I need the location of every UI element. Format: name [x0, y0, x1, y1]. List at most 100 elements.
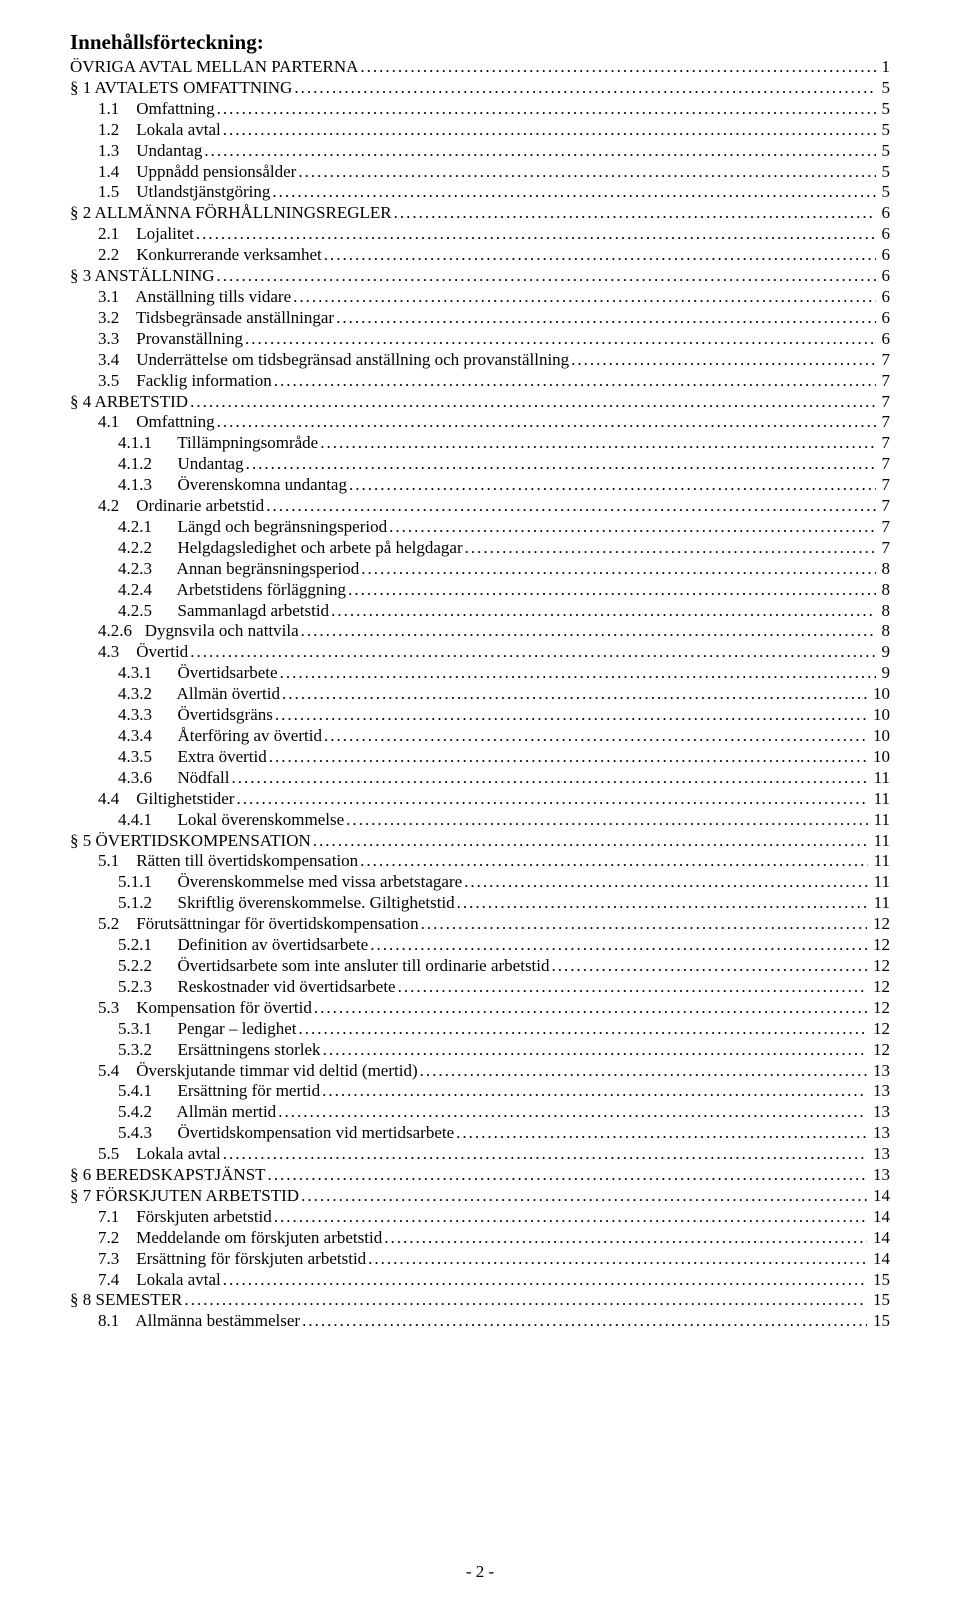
toc-entry: 3.5 Facklig information7 — [70, 371, 890, 392]
toc-entry-page: 15 — [873, 1311, 890, 1332]
toc-entry-page: 7 — [882, 475, 891, 496]
toc-entry: 7.2 Meddelande om förskjuten arbetstid14 — [70, 1228, 890, 1249]
toc-dot-leader — [280, 663, 876, 684]
toc-entry: § 6 BEREDSKAPSTJÄNST13 — [70, 1165, 890, 1186]
toc-dot-leader — [420, 1061, 867, 1082]
document-page: Innehållsförteckning: ÖVRIGA AVTAL MELLA… — [0, 0, 960, 1598]
toc-entry-label: § 6 BEREDSKAPSTJÄNST — [70, 1165, 266, 1186]
toc-entry-label: 5.4.3 Övertidskompensation vid mertidsar… — [118, 1123, 454, 1144]
toc-entry: 4.3.2 Allmän övertid10 — [70, 684, 890, 705]
toc-entry-label: 5.3.1 Pengar – ledighet — [118, 1019, 296, 1040]
toc-entry: 4.3.3 Övertidsgräns10 — [70, 705, 890, 726]
toc-entry: 3.1 Anställning tills vidare 6 — [70, 287, 890, 308]
toc-entry: 4.1.3 Överenskomna undantag7 — [70, 475, 890, 496]
toc-entry-page: 7 — [882, 371, 891, 392]
toc-entry: 1.4 Uppnådd pensionsålder5 — [70, 162, 890, 183]
toc-entry: § 5 ÖVERTIDSKOMPENSATION11 — [70, 831, 890, 852]
toc-entry-page: 6 — [882, 329, 891, 350]
toc-entry-page: 7 — [882, 433, 891, 454]
toc-dot-leader — [370, 935, 867, 956]
toc-dot-leader — [190, 642, 875, 663]
toc-entry-label: 1.4 Uppnådd pensionsålder — [98, 162, 296, 183]
toc-entry-label: 4.4.1 Lokal överenskommelse — [118, 810, 344, 831]
toc-entry-label: 7.3 Ersättning för förskjuten arbetstid — [98, 1249, 366, 1270]
toc-entry: 5.3.1 Pengar – ledighet 12 — [70, 1019, 890, 1040]
toc-entry: 7.3 Ersättning för förskjuten arbetstid1… — [70, 1249, 890, 1270]
toc-entry-label: 5.2 Förutsättningar för övertidskompensa… — [98, 914, 419, 935]
toc-dot-leader — [368, 1249, 867, 1270]
toc-entry-page: 5 — [882, 182, 891, 203]
toc-dot-leader — [320, 433, 875, 454]
toc-entry-label: 4.1.2 Undantag — [118, 454, 244, 475]
toc-dot-leader — [204, 141, 875, 162]
toc-entry: 4.3.6 Nödfall11 — [70, 768, 890, 789]
toc-entry-page: 8 — [882, 601, 891, 622]
toc-entry-page: 5 — [882, 78, 891, 99]
toc-dot-leader — [231, 768, 867, 789]
toc-dot-leader — [217, 99, 876, 120]
toc-entry-page: 6 — [882, 224, 891, 245]
toc-entry-label: 3.1 Anställning tills vidare — [98, 287, 291, 308]
toc-entry: 4.4.1 Lokal överenskommelse11 — [70, 810, 890, 831]
toc-entry-page: 6 — [882, 308, 891, 329]
toc-dot-leader — [272, 182, 875, 203]
toc-entry-label: 3.2 Tidsbegränsade anställningar — [98, 308, 334, 329]
toc-dot-leader — [275, 705, 867, 726]
toc-entry-label: 5.2.1 Definition av övertidsarbete — [118, 935, 368, 956]
toc-entry-page: 12 — [873, 1019, 890, 1040]
toc-dot-leader — [457, 893, 868, 914]
toc-entry: 4.3.4 Återföring av övertid10 — [70, 726, 890, 747]
toc-entry: 4.2.5 Sammanlagd arbetstid8 — [70, 601, 890, 622]
toc-dot-leader — [360, 851, 867, 872]
toc-entry-page: 10 — [873, 747, 890, 768]
toc-entry: 4.1.1 Tillämpningsområde7 — [70, 433, 890, 454]
toc-entry-page: 13 — [873, 1144, 890, 1165]
toc-entry: § 3 ANSTÄLLNING6 — [70, 266, 890, 287]
toc-entry-page: 7 — [882, 517, 891, 538]
toc-entry-page: 8 — [882, 621, 891, 642]
toc-entry-label: 5.5 Lokala avtal — [98, 1144, 221, 1165]
toc-entry-label: 4.3.2 Allmän övertid — [118, 684, 280, 705]
toc-dot-leader — [269, 747, 867, 768]
toc-dot-leader — [464, 872, 867, 893]
toc-dot-leader — [384, 1228, 867, 1249]
toc-entry-page: 5 — [882, 141, 891, 162]
toc-dot-leader — [298, 162, 875, 183]
toc-entry-page: 11 — [874, 789, 890, 810]
toc-dot-leader — [348, 580, 875, 601]
toc-entry-label: 8.1 Allmänna bestämmelser — [98, 1311, 300, 1332]
toc-entry-label: 4.1 Omfattning — [98, 412, 215, 433]
toc-entry: 5.4.3 Övertidskompensation vid mertidsar… — [70, 1123, 890, 1144]
toc-entry-label: 4.2.3 Annan begränsningsperiod — [118, 559, 359, 580]
toc-dot-leader — [184, 1290, 867, 1311]
toc-dot-leader — [421, 914, 867, 935]
toc-dot-leader — [389, 517, 875, 538]
toc-entry-label: 4.3.6 Nödfall — [118, 768, 229, 789]
toc-entry-label: 4.3.3 Övertidsgräns — [118, 705, 273, 726]
toc-entry: § 4 ARBETSTID7 — [70, 392, 890, 413]
toc-entry: 4.4 Giltighetstider11 — [70, 789, 890, 810]
toc-entry: 7.4 Lokala avtal15 — [70, 1270, 890, 1291]
toc-entry: 5.2.1 Definition av övertidsarbete12 — [70, 935, 890, 956]
toc-entry-label: 5.4.2 Allmän mertid — [118, 1102, 276, 1123]
toc-entry-label: 7.4 Lokala avtal — [98, 1270, 221, 1291]
toc-entry: 5.1 Rätten till övertidskompensation11 — [70, 851, 890, 872]
toc-entry-page: 12 — [873, 956, 890, 977]
toc-entry-label: 2.1 Lojalitet — [98, 224, 194, 245]
toc-entry-label: § 7 FÖRSKJUTEN ARBETSTID — [70, 1186, 299, 1207]
toc-entry-page: 6 — [882, 287, 891, 308]
toc-entry: 2.1 Lojalitet 6 — [70, 224, 890, 245]
toc-entry-label: 5.1 Rätten till övertidskompensation — [98, 851, 358, 872]
toc-dot-leader — [190, 392, 875, 413]
toc-entry-label: 1.5 Utlandstjänstgöring — [98, 182, 270, 203]
toc-entry-page: 7 — [882, 496, 891, 517]
toc-entry-label: § 3 ANSTÄLLNING — [70, 266, 215, 287]
toc-entry: 5.4.2 Allmän mertid 13 — [70, 1102, 890, 1123]
toc-entry: 5.5 Lokala avtal 13 — [70, 1144, 890, 1165]
toc-entry: 1.2 Lokala avtal5 — [70, 120, 890, 141]
toc-entry: 5.4 Överskjutande timmar vid deltid (mer… — [70, 1061, 890, 1082]
toc-entry-page: 10 — [873, 726, 890, 747]
toc-entry-label: 7.2 Meddelande om förskjuten arbetstid — [98, 1228, 382, 1249]
toc-entry-page: 13 — [873, 1102, 890, 1123]
toc-entry: § 2 ALLMÄNNA FÖRHÅLLNINGSREGLER6 — [70, 203, 890, 224]
